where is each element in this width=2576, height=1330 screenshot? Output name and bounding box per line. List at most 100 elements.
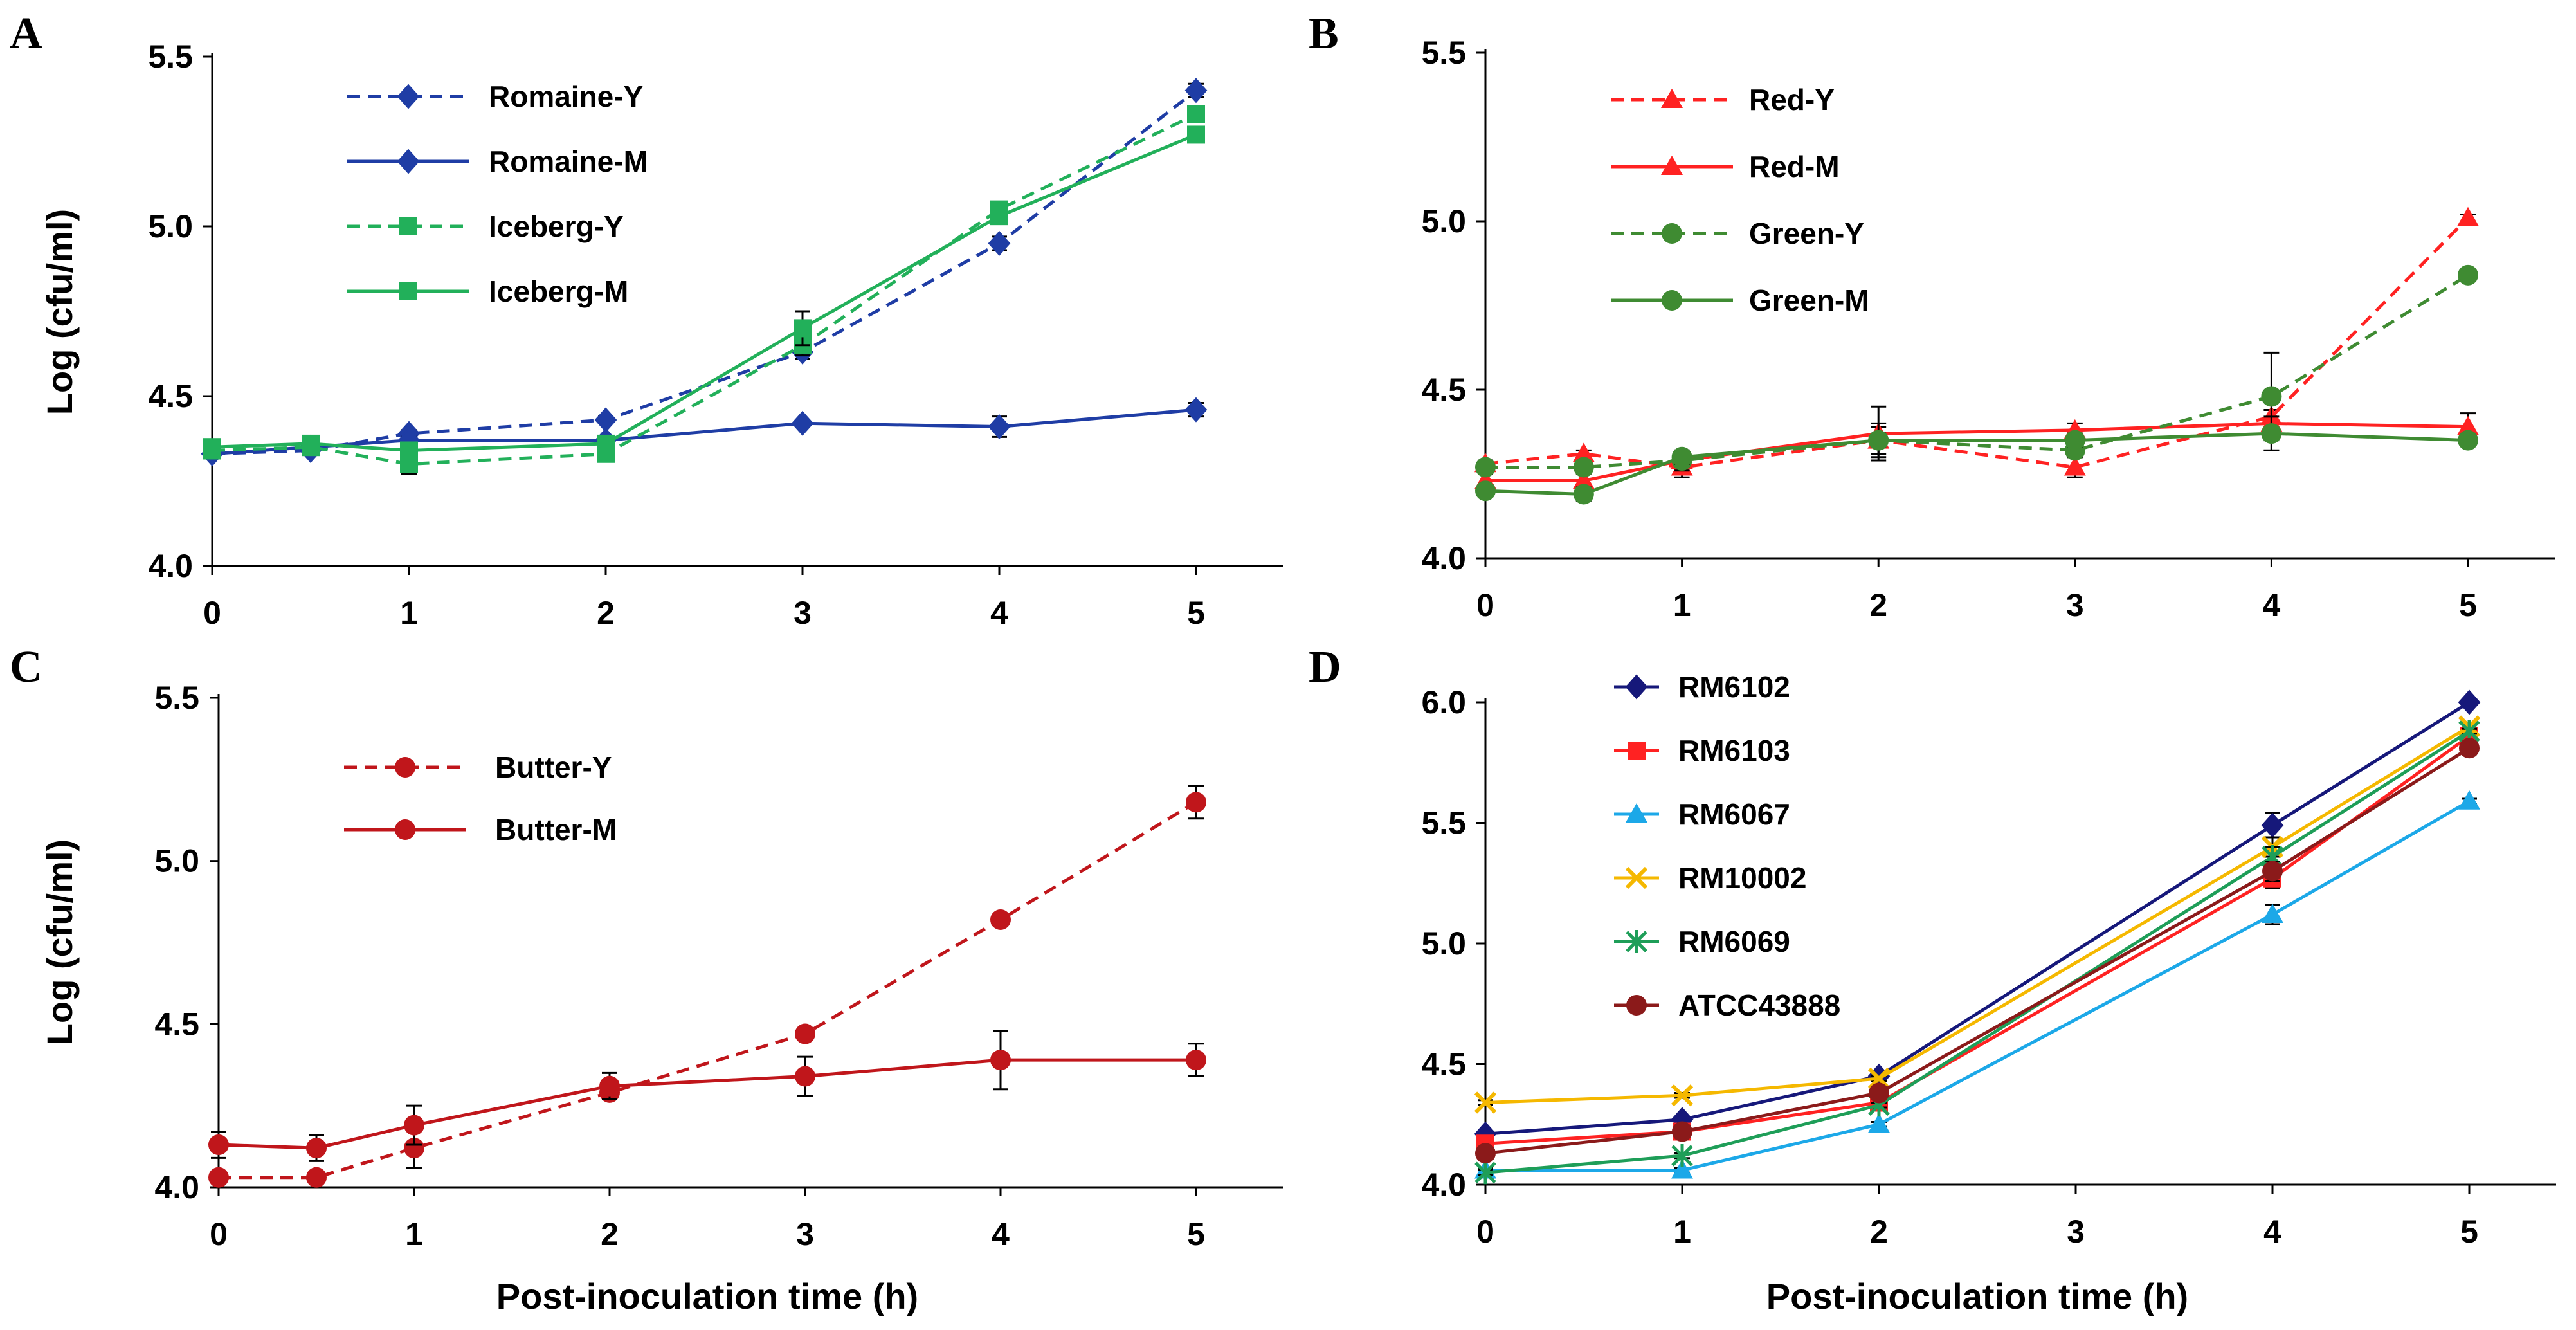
- data-point: [203, 438, 221, 457]
- data-point: [306, 1138, 327, 1159]
- series-line: [1485, 700, 2471, 1136]
- y-axis-title: Log (cfu/ml): [39, 839, 80, 1045]
- data-point: [2261, 423, 2282, 444]
- legend-label: Iceberg-Y: [489, 210, 624, 243]
- y-tick-label: 5.5: [1421, 805, 1466, 841]
- series-line: [212, 113, 1197, 466]
- x-tick-label: 2: [1869, 587, 1887, 623]
- series-butter-m: [208, 1029, 1206, 1162]
- data-point: [2458, 689, 2481, 715]
- data-point: [1869, 1082, 1889, 1104]
- legend-label: RM10002: [1678, 861, 1806, 895]
- legend-item: RM6067: [1614, 797, 1790, 831]
- y-tick-label: 5.0: [154, 843, 199, 879]
- data-point: [1184, 397, 1208, 423]
- legend-item: Green-Y: [1611, 217, 1864, 250]
- series-rm6067: [1474, 790, 2480, 1179]
- y-tick-label: 6.0: [1421, 684, 1466, 720]
- data-point: [208, 1167, 229, 1188]
- data-point: [599, 1075, 620, 1097]
- legend-item: Romaine-M: [347, 145, 648, 178]
- x-tick-label: 2: [1870, 1214, 1888, 1250]
- data-point: [1572, 469, 1595, 489]
- legend-marker: [395, 819, 415, 840]
- panel-b: B 4.0 4.5 5.0 5.5 0 1 2 3 4 5 Red-Y Red-M Green-Y Gree…: [1309, 9, 2555, 623]
- legend-item: Green-M: [1611, 284, 1869, 317]
- x-tick-label: 3: [794, 595, 812, 631]
- data-point: [597, 434, 615, 453]
- data-point: [791, 410, 814, 436]
- panel-letter: C: [10, 642, 42, 692]
- y-tick-label: 4.0: [1421, 540, 1466, 576]
- legend-item: Butter-M: [344, 813, 617, 846]
- legend-marker: [399, 282, 417, 300]
- data-point: [306, 1167, 327, 1188]
- axes: 4.0 4.5 5.0 5.5 0 1 2 3 4 5: [148, 39, 1283, 631]
- data-point: [1671, 1159, 1693, 1179]
- x-tick-label: 3: [2066, 587, 2084, 623]
- data-point: [1475, 457, 1496, 478]
- y-tick-label: 5.5: [148, 39, 193, 75]
- y-tick-label: 4.5: [148, 378, 193, 414]
- legend-marker: [397, 149, 420, 174]
- legend-label: Romaine-Y: [489, 80, 643, 113]
- data-point: [208, 1134, 229, 1156]
- legend-marker: [1626, 995, 1647, 1016]
- legend-marker: [1625, 866, 1648, 889]
- data-point: [795, 1023, 815, 1044]
- x-tick-label: 4: [2262, 587, 2280, 623]
- legend-marker: [1626, 930, 1647, 953]
- y-tick-label: 4.0: [1421, 1167, 1466, 1203]
- data-point: [404, 1138, 424, 1159]
- x-axis-title: Post-inoculation time (h): [1766, 1276, 2188, 1316]
- x-tick-label: 1: [400, 595, 418, 631]
- data-point: [2064, 430, 2085, 451]
- data-point: [2261, 812, 2284, 838]
- legend-label: Red-Y: [1749, 83, 1835, 116]
- series-line: [1485, 799, 2471, 1172]
- x-tick-label: 3: [2067, 1214, 2085, 1250]
- series-line: [218, 1058, 1196, 1150]
- y-tick-label: 4.0: [154, 1169, 199, 1205]
- legend-marker: [1662, 223, 1682, 244]
- series-rm10002: [1474, 715, 2481, 1114]
- series-red-m: [1474, 395, 2479, 489]
- data-point: [1475, 480, 1496, 502]
- legend-label: RM6103: [1678, 734, 1790, 767]
- legend-item: RM6069: [1614, 925, 1790, 958]
- x-tick-label: 0: [1476, 1214, 1494, 1250]
- y-axis-title: Log (cfu/ml): [39, 209, 80, 415]
- legend-item: Butter-Y: [344, 751, 612, 784]
- legend-label: RM6069: [1678, 925, 1790, 958]
- legend-item: RM6102: [1614, 670, 1790, 704]
- series-line: [1485, 747, 2471, 1155]
- x-tick-label: 0: [210, 1216, 228, 1252]
- data-point: [1868, 430, 1889, 451]
- data-point: [2458, 264, 2478, 286]
- legend-label: RM6067: [1678, 797, 1790, 831]
- data-point: [1671, 1084, 1694, 1107]
- panel-letter: D: [1309, 642, 1341, 692]
- y-tick-label: 4.0: [148, 548, 193, 584]
- legend-marker: [399, 217, 417, 235]
- legend-label: Romaine-M: [489, 145, 648, 178]
- series-green-m: [1475, 415, 2478, 505]
- x-tick-label: 4: [992, 1216, 1010, 1252]
- data-point: [990, 207, 1008, 226]
- data-point: [1573, 484, 1594, 505]
- data-point: [1184, 78, 1208, 104]
- legend-item: ATCC43888: [1614, 988, 1840, 1022]
- x-tick-label: 1: [405, 1216, 423, 1252]
- legend-label: Butter-Y: [495, 751, 612, 784]
- series-butter-y: [208, 785, 1206, 1188]
- data-point: [404, 1115, 424, 1136]
- panel-a: A 4.0 4.5 5.0 5.5 0 1 2 3 4 5 Log (cfu/ml) Romaine-Y…: [10, 9, 1283, 631]
- series-romaine-y: [201, 78, 1208, 467]
- legend-label: Green-Y: [1749, 217, 1864, 250]
- panel-letter: A: [10, 9, 42, 59]
- x-tick-label: 4: [2263, 1214, 2281, 1250]
- legend-marker: [1625, 674, 1648, 700]
- y-tick-label: 5.5: [154, 680, 199, 716]
- data-point: [2457, 415, 2479, 435]
